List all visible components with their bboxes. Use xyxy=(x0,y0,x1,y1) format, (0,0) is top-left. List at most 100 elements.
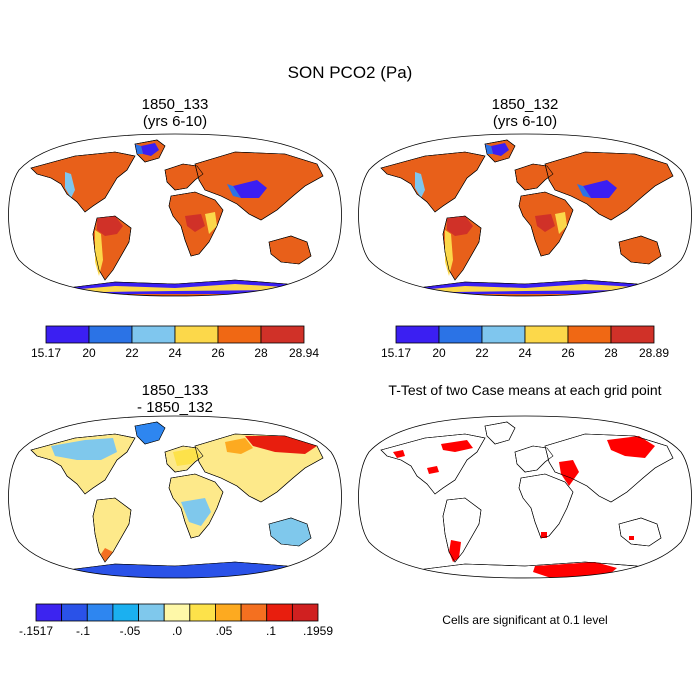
region-canada xyxy=(51,438,117,460)
colorbar-label: .1959 xyxy=(303,624,333,638)
colorbar-label: 28 xyxy=(254,346,268,360)
region-congo xyxy=(535,214,555,232)
coastline-greenland xyxy=(134,421,166,445)
colorbar-label: 15.17 xyxy=(31,346,61,360)
region-australia xyxy=(269,518,311,546)
colorbar-case2: 15.17 20 22 24 26 28 28.89 xyxy=(381,325,669,360)
significant-arabia-patch xyxy=(559,460,579,486)
map-frame xyxy=(358,415,692,579)
map-panel-case2 xyxy=(358,133,692,297)
region-africa-central xyxy=(181,498,211,526)
region-europe xyxy=(173,448,201,466)
region-siberia-west xyxy=(225,438,253,454)
region-congo xyxy=(185,214,205,232)
coastline-north-america xyxy=(30,433,136,495)
map-panel-ttest xyxy=(358,415,692,579)
figure-title: SON PCO2 (Pa) xyxy=(287,63,413,82)
coastline-asia xyxy=(194,433,324,503)
region-greenland-ice xyxy=(491,143,509,156)
colorbar-label: 26 xyxy=(211,346,225,360)
coastline-greenland xyxy=(484,139,516,163)
region-greenland-ice xyxy=(141,143,159,156)
colorbar-swatch xyxy=(610,325,655,344)
panel-title-diff: 1850_133 - 1850_132 xyxy=(137,382,213,416)
coastline-africa xyxy=(168,191,224,257)
coastline-asia xyxy=(544,151,674,221)
region-patagonia xyxy=(101,548,113,562)
significant-us-patch xyxy=(427,466,439,474)
map-panel-case1 xyxy=(8,133,342,297)
colorbar-label: .1 xyxy=(266,624,276,638)
coastline-africa xyxy=(518,473,574,539)
colorbar-label: 20 xyxy=(82,346,96,360)
region-rockies xyxy=(415,172,425,198)
significant-alaska-patch xyxy=(393,450,405,458)
region-rockies xyxy=(65,172,75,198)
region-himalaya-rim xyxy=(227,184,241,198)
map-panel-diff xyxy=(8,415,342,579)
coastline-africa xyxy=(168,473,224,539)
coastline-north-america xyxy=(380,151,486,213)
colorbar-swatch xyxy=(45,325,90,344)
colorbar-swatch xyxy=(266,603,293,622)
colorbar-swatch xyxy=(35,603,63,622)
colorbar-diff: -.1517 -.1 -.05 .0 .05 .1 .1959 xyxy=(19,603,333,638)
colorbar-swatch xyxy=(61,603,88,622)
colorbar-label: 22 xyxy=(125,346,139,360)
region-andes xyxy=(95,230,103,276)
significant-antarctica-patch xyxy=(533,562,617,578)
significant-canada-patch xyxy=(441,440,473,452)
panel-title-ttest: T-Test of two Case means at each grid po… xyxy=(388,382,662,398)
colorbar-swatch xyxy=(438,325,483,344)
colorbar-swatch xyxy=(215,603,242,622)
colorbar-label: 22 xyxy=(475,346,489,360)
coastline-greenland xyxy=(134,139,166,163)
region-greenland-coast xyxy=(485,144,493,154)
map-frame xyxy=(8,415,342,579)
coastline-south-america xyxy=(442,215,482,281)
coastline-south-america xyxy=(442,497,482,563)
significance-note: Cells are significant at 0.1 level xyxy=(442,613,608,627)
colorbar-label: 28.89 xyxy=(639,346,669,360)
coastline-australia xyxy=(268,235,312,265)
colorbar-label: .0 xyxy=(172,624,182,638)
colorbar-swatch xyxy=(291,603,319,622)
colorbar-label: 28 xyxy=(604,346,618,360)
coastline-greenland xyxy=(484,421,516,445)
coastline-australia xyxy=(618,517,662,547)
colorbar-label: .05 xyxy=(216,624,233,638)
region-east-africa xyxy=(555,212,567,234)
coastline-north-america xyxy=(380,433,486,495)
colorbar-swatch xyxy=(217,325,262,344)
colorbar-swatch xyxy=(567,325,612,344)
colorbar-label: 28.94 xyxy=(289,346,319,360)
colorbar-label: 24 xyxy=(168,346,182,360)
colorbar-label: 24 xyxy=(518,346,532,360)
region-antarctic-coast xyxy=(419,284,635,292)
region-tibet xyxy=(233,180,267,198)
colorbar-label: -.05 xyxy=(120,624,141,638)
colorbar-swatch xyxy=(131,325,176,344)
colorbar-case1: 15.17 20 22 24 26 28 28.94 xyxy=(31,325,319,360)
region-himalaya-rim xyxy=(577,184,591,198)
coastline-south-america xyxy=(92,497,132,563)
region-amazon xyxy=(447,216,473,236)
coastline-asia xyxy=(194,151,324,221)
colorbar-label: 26 xyxy=(561,346,575,360)
colorbar-swatch xyxy=(112,603,139,622)
region-greenland xyxy=(135,422,165,444)
coastline-asia xyxy=(544,433,674,503)
colorbar-swatch xyxy=(174,325,219,344)
colorbar-swatch xyxy=(88,325,133,344)
map-frame xyxy=(8,133,342,297)
colorbar-swatch xyxy=(163,603,191,622)
coastline-north-america xyxy=(30,151,136,213)
coastline-europe xyxy=(164,445,204,473)
coastline-australia xyxy=(268,517,312,547)
significant-madagascar-dot xyxy=(629,536,634,540)
region-antarctica xyxy=(67,562,305,578)
coastline-europe xyxy=(514,445,554,473)
region-antarctic-coast xyxy=(69,284,285,292)
coastline-africa xyxy=(518,191,574,257)
map-frame xyxy=(358,133,692,297)
